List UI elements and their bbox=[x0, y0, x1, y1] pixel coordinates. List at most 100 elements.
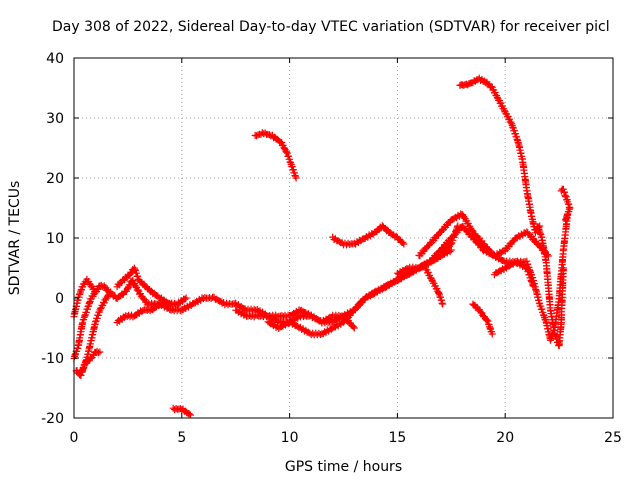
data-point-marker bbox=[458, 211, 476, 235]
data-point-marker bbox=[83, 337, 95, 361]
y-tick-label: -20 bbox=[41, 411, 64, 427]
x-tick-label: 15 bbox=[388, 430, 406, 446]
data-point-marker bbox=[135, 276, 148, 289]
data-point-marker bbox=[182, 294, 190, 302]
data-point-marker bbox=[174, 295, 189, 309]
data-point-marker bbox=[268, 131, 284, 145]
series-track-9 bbox=[251, 129, 300, 182]
data-point-marker bbox=[383, 277, 400, 291]
data-point-marker bbox=[542, 259, 552, 289]
data-point-marker bbox=[447, 210, 465, 224]
data-point-marker bbox=[490, 265, 508, 279]
data-point-marker bbox=[340, 312, 357, 331]
data-point-marker bbox=[277, 138, 291, 156]
x-tick-label: 10 bbox=[281, 430, 299, 446]
series-track-4 bbox=[79, 288, 115, 375]
data-point-marker bbox=[426, 229, 443, 248]
data-point-marker bbox=[529, 277, 543, 307]
series-track-10 bbox=[169, 404, 194, 419]
data-point-marker bbox=[122, 311, 137, 321]
series-track-12 bbox=[393, 223, 552, 278]
data-point-marker bbox=[544, 281, 554, 312]
data-point-marker bbox=[292, 174, 300, 182]
data-point-marker bbox=[96, 348, 104, 356]
data-point-marker bbox=[501, 258, 519, 272]
y-tick-label: 20 bbox=[46, 171, 64, 187]
data-point-marker bbox=[318, 325, 335, 338]
data-point-marker bbox=[508, 120, 522, 144]
data-point-marker bbox=[480, 313, 491, 324]
data-point-marker bbox=[475, 74, 488, 85]
data-point-marker bbox=[232, 306, 249, 319]
series-track-2 bbox=[70, 275, 104, 321]
data-point-marker bbox=[378, 222, 392, 235]
data-point-marker bbox=[426, 247, 443, 266]
ticks: 0 5 10 15 20 25 -20 -10 0 10 20 30 40 bbox=[41, 51, 622, 446]
y-tick-label: 0 bbox=[55, 291, 64, 307]
y-tick-label: 10 bbox=[46, 231, 64, 247]
series-track-18 bbox=[534, 223, 567, 350]
data-point-marker bbox=[178, 405, 193, 418]
data-point-marker bbox=[286, 312, 303, 326]
data-point-marker bbox=[501, 235, 519, 255]
data-point-marker bbox=[538, 233, 550, 264]
data-point-marker bbox=[275, 319, 292, 332]
data-point-marker bbox=[428, 276, 442, 295]
data-point-marker bbox=[100, 282, 112, 294]
data-point-marker bbox=[120, 271, 133, 284]
data-point-marker bbox=[501, 108, 515, 126]
data-point-marker bbox=[562, 216, 570, 224]
data-point-marker bbox=[361, 289, 378, 303]
data-point-marker bbox=[421, 264, 435, 282]
y-tick-label: 40 bbox=[46, 51, 64, 67]
data-point-marker bbox=[488, 330, 496, 338]
data-point-marker bbox=[469, 76, 482, 87]
x-axis-label: GPS time / hours bbox=[285, 459, 402, 475]
series-track-15 bbox=[469, 300, 496, 338]
y-tick-label: 30 bbox=[46, 111, 64, 127]
series-track-6 bbox=[113, 299, 175, 326]
data-point-marker bbox=[437, 235, 454, 254]
data-point-marker bbox=[415, 242, 433, 260]
data-point-marker bbox=[514, 139, 526, 163]
data-series bbox=[70, 74, 574, 419]
data-point-marker bbox=[96, 296, 110, 314]
chart-title: Day 308 of 2022, Sidereal Day-to-day VTE… bbox=[52, 19, 610, 35]
data-point-marker bbox=[96, 282, 104, 290]
data-point-marker bbox=[482, 78, 495, 91]
series-track-8 bbox=[264, 311, 358, 332]
data-point-marker bbox=[393, 233, 407, 246]
series-track-19 bbox=[557, 185, 574, 224]
data-point-marker bbox=[400, 240, 408, 248]
data-point-marker bbox=[178, 301, 195, 314]
data-point-marker bbox=[70, 344, 82, 362]
data-point-marker bbox=[186, 411, 194, 419]
data-point-marker bbox=[288, 163, 299, 180]
data-point-marker bbox=[469, 233, 487, 254]
data-point-marker bbox=[372, 282, 389, 296]
data-point-marker bbox=[70, 296, 82, 321]
data-point-marker bbox=[113, 288, 128, 302]
data-point-marker bbox=[122, 278, 135, 295]
data-point-marker bbox=[557, 266, 567, 327]
x-tick-label: 25 bbox=[604, 430, 622, 446]
data-point-marker bbox=[437, 217, 454, 236]
series-track-11 bbox=[329, 222, 408, 249]
data-point-marker bbox=[135, 287, 150, 306]
data-point-marker bbox=[523, 187, 535, 216]
series-track-7 bbox=[232, 246, 455, 339]
data-point-marker bbox=[74, 320, 86, 349]
series-track-14 bbox=[421, 264, 447, 308]
data-point-marker bbox=[523, 257, 537, 282]
data-point-marker bbox=[523, 228, 541, 247]
data-point-marker bbox=[488, 83, 502, 103]
data-point-marker bbox=[113, 313, 128, 326]
data-point-marker bbox=[87, 320, 99, 345]
series-track-16 bbox=[456, 74, 544, 237]
x-tick-label: 5 bbox=[177, 430, 186, 446]
data-point-marker bbox=[559, 264, 567, 272]
x-tick-label: 20 bbox=[496, 430, 514, 446]
data-point-marker bbox=[210, 293, 228, 307]
data-point-marker bbox=[167, 305, 184, 315]
